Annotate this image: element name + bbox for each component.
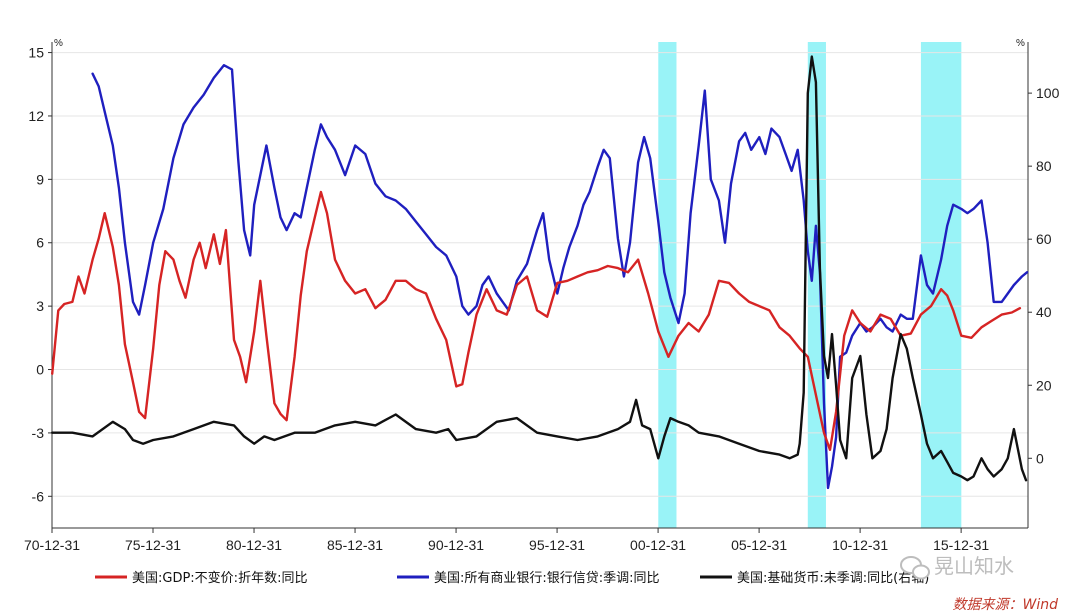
right-tick-label-3: 40 — [1036, 304, 1052, 320]
left-tick-label-1: -6 — [32, 488, 45, 504]
right-tick-label-4: 60 — [1036, 231, 1052, 247]
legend: 美国:GDP:不变价:折年数:同比 美国:所有商业银行:银行信贷:季调:同比 美国:… — [95, 570, 929, 586]
left-axis-unit: % — [54, 38, 63, 49]
legend-label-2: 美国:所有商业银行:银行信贷:季调:同比 — [434, 571, 660, 586]
wechat-icon — [900, 556, 930, 580]
shaded-period-2 — [807, 42, 826, 528]
x-tick-label-1: 70-12-31 — [24, 537, 80, 553]
x-tick-label-8: 05-12-31 — [731, 537, 787, 553]
x-tick-label-10: 15-12-31 — [933, 537, 989, 553]
x-tick-label-3: 80-12-31 — [226, 537, 282, 553]
series-lines — [51, 55, 1029, 490]
axes — [51, 42, 1029, 529]
x-tick-label-5: 90-12-31 — [428, 537, 484, 553]
left-axis-ticks: -6 -3 0 3 6 9 12 15 — [28, 45, 52, 504]
left-tick-label-6: 9 — [36, 171, 44, 187]
recession-shading — [658, 42, 962, 528]
left-tick-label-2: -3 — [32, 425, 45, 441]
x-tick-label-7: 00-12-31 — [630, 537, 686, 553]
series-line-3 — [51, 55, 1028, 482]
legend-label-3: 美国:基础货币:未季调:同比(右轴) — [737, 570, 929, 586]
left-tick-label-8: 15 — [28, 45, 44, 61]
grid — [52, 52, 1028, 497]
x-axis-ticks: 70-12-31 75-12-31 80-12-31 85-12-31 90-12-31… — [24, 528, 989, 553]
series-line-2 — [91, 63, 1029, 490]
x-tick-label-9: 10-12-31 — [832, 537, 888, 553]
left-tick-label-4: 3 — [36, 298, 44, 314]
watermark: 晃山知水 — [900, 554, 1014, 580]
source-note: 数据来源：Wind — [953, 597, 1059, 613]
right-tick-label-5: 80 — [1036, 158, 1052, 174]
x-tick-label-2: 75-12-31 — [125, 537, 181, 553]
right-tick-label-2: 20 — [1036, 377, 1052, 393]
legend-label-1: 美国:GDP:不变价:折年数:同比 — [132, 570, 307, 586]
series-line-1 — [51, 190, 1022, 451]
x-tick-label-6: 95-12-31 — [529, 537, 585, 553]
right-tick-label-1: 0 — [1036, 450, 1044, 466]
left-tick-label-7: 12 — [28, 108, 44, 124]
right-axis-ticks: 0 20 40 60 80 100 — [1028, 85, 1060, 466]
x-tick-label-4: 85-12-31 — [327, 537, 383, 553]
right-axis-unit: % — [1016, 38, 1025, 49]
watermark-text: 晃山知水 — [934, 554, 1014, 578]
left-tick-label-5: 6 — [36, 235, 44, 251]
left-tick-label-3: 0 — [36, 362, 44, 378]
right-tick-label-6: 100 — [1036, 85, 1060, 101]
